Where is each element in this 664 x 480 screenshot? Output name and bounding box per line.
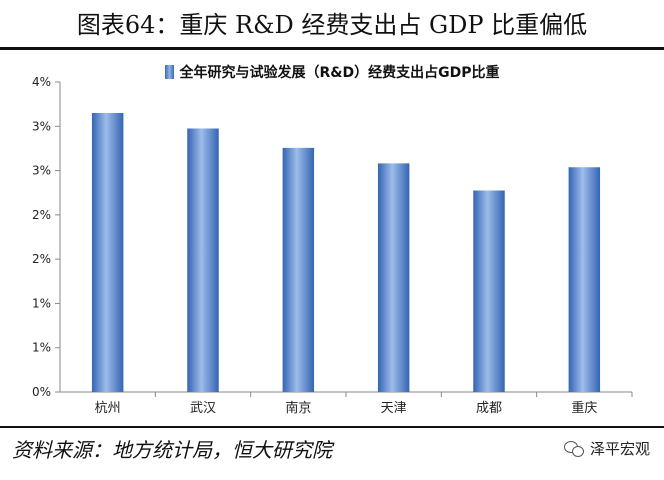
bar-chart: 0% 1% 1% 2% 2% 3% 3% 4% 杭州 武汉 南京 天津 成都 重庆 xyxy=(32,75,633,416)
y-tick-label: 0% xyxy=(32,385,51,399)
bar-1 xyxy=(187,128,219,392)
brand: 泽平宏观 xyxy=(563,438,650,459)
bar-2 xyxy=(282,147,315,392)
y-tick-label: 1% xyxy=(32,341,51,355)
bar-5 xyxy=(568,167,601,392)
x-tick-label: 重庆 xyxy=(571,400,597,416)
source-note: 资料来源：地方统计局，恒大研究院 xyxy=(12,438,332,462)
legend: 全年研究与试验发展（R&D）经费支出占GDP比重 xyxy=(0,62,664,82)
y-tick-label: 4% xyxy=(32,75,51,89)
legend-label: 全年研究与试验发展（R&D）经费支出占GDP比重 xyxy=(179,65,500,81)
x-tick-label: 天津 xyxy=(381,401,407,416)
y-tick-label: 3% xyxy=(32,164,51,178)
y-tick-label: 2% xyxy=(32,208,51,222)
x-tick-label: 杭州 xyxy=(95,401,121,416)
y-tick-label: 3% xyxy=(32,119,51,133)
wechat-icon xyxy=(563,440,584,457)
bar-4 xyxy=(473,190,505,392)
chart-title: 图表64：重庆 R&D 经费支出占 GDP 比重偏低 xyxy=(0,0,664,50)
bar-3 xyxy=(377,163,410,392)
bar-0 xyxy=(91,113,124,392)
x-tick-label: 武汉 xyxy=(190,401,216,416)
footer: 资料来源：地方统计局，恒大研究院 泽平宏观 xyxy=(0,426,664,480)
legend-swatch xyxy=(164,65,174,79)
x-tick-label: 南京 xyxy=(285,400,311,416)
y-tick-label: 1% xyxy=(32,296,51,310)
x-tick-label: 成都 xyxy=(476,401,502,416)
brand-label: 泽平宏观 xyxy=(589,440,650,458)
y-tick-label: 2% xyxy=(32,252,51,266)
